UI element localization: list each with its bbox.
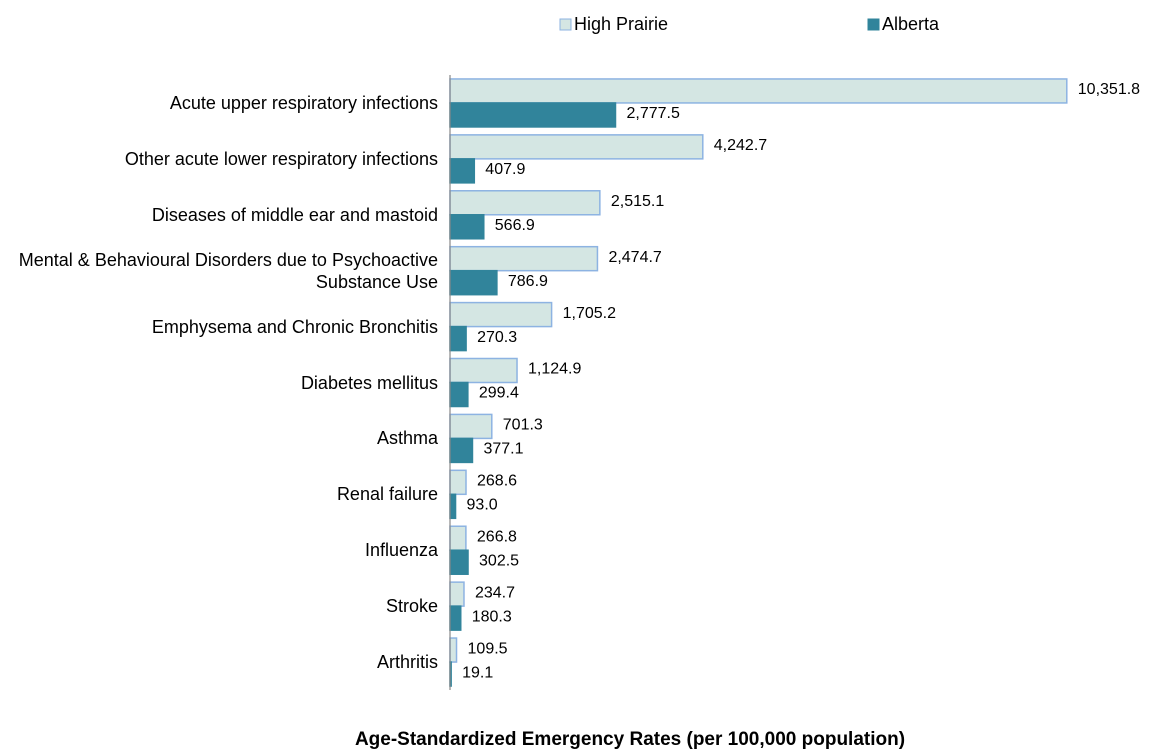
- value-label: 109.5: [468, 640, 508, 657]
- category-label: Arthritis: [376, 652, 438, 673]
- value-label: 701.3: [503, 417, 543, 434]
- value-label: 19.1: [462, 664, 493, 681]
- value-label: 2,474.7: [608, 249, 661, 266]
- value-label: 2,777.5: [626, 105, 679, 122]
- bar: [449, 581, 465, 607]
- bar: [449, 549, 469, 575]
- category-label: Diseases of middle ear and mastoid: [151, 204, 438, 225]
- value-label: 566.9: [495, 217, 535, 234]
- bar: [449, 325, 467, 352]
- bar: [449, 158, 476, 184]
- legend-label: Alberta: [882, 14, 940, 34]
- value-label: 2,515.1: [611, 193, 664, 210]
- category-label: Other acute lower respiratory infections: [124, 148, 438, 169]
- value-label: 377.1: [483, 441, 523, 458]
- legend-label: High Prairie: [574, 14, 668, 34]
- bar: [449, 190, 601, 216]
- bar: [449, 637, 458, 663]
- value-label: 786.9: [508, 273, 548, 290]
- value-label: 268.6: [477, 473, 517, 490]
- legend-swatch: [559, 18, 572, 31]
- bar: [449, 245, 599, 272]
- category-label: Mental & Behavioural Disorders due to Ps…: [18, 249, 438, 292]
- value-label: 1,705.2: [563, 305, 616, 322]
- x-axis-title: Age-Standardized Emergency Rates (per 10…: [355, 729, 905, 750]
- bar: [449, 605, 462, 631]
- bar: [449, 78, 1068, 104]
- bar: [449, 214, 485, 240]
- bar: [449, 269, 498, 296]
- bar: [449, 413, 493, 440]
- category-label: Diabetes mellitus: [300, 372, 438, 393]
- value-label: 4,242.7: [714, 137, 767, 154]
- bar: [449, 469, 467, 496]
- value-label: 234.7: [475, 584, 515, 601]
- bar: [449, 301, 553, 328]
- value-label: 270.3: [477, 329, 517, 346]
- value-label: 10,351.8: [1078, 81, 1140, 98]
- value-label: 266.8: [477, 528, 517, 545]
- legend-swatch: [867, 18, 880, 31]
- category-label: Stroke: [385, 596, 438, 617]
- value-label: 407.9: [485, 161, 525, 178]
- category-label: Renal failure: [336, 484, 438, 505]
- bar: [449, 134, 704, 160]
- value-label: 302.5: [479, 552, 519, 569]
- value-label: 93.0: [467, 497, 498, 514]
- category-label: Asthma: [376, 428, 438, 449]
- category-label: Emphysema and Chronic Bronchitis: [151, 316, 438, 337]
- bar: [449, 525, 467, 551]
- bar: [449, 493, 457, 520]
- category-label: Acute upper respiratory infections: [169, 92, 438, 113]
- bar: [449, 381, 469, 408]
- value-label: 1,124.9: [528, 361, 581, 378]
- bar: [449, 437, 474, 464]
- bar: [449, 357, 518, 384]
- category-label: Influenza: [364, 540, 438, 561]
- value-label: 299.4: [479, 385, 519, 402]
- value-label: 180.3: [472, 608, 512, 625]
- bar: [449, 102, 617, 128]
